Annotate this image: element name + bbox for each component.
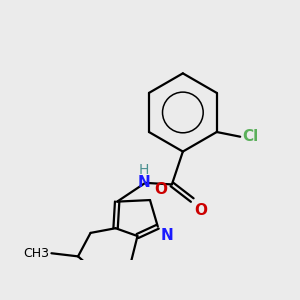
Text: O: O (154, 182, 167, 197)
Text: Cl: Cl (242, 129, 258, 144)
Text: CH3: CH3 (23, 247, 49, 260)
Text: O: O (194, 202, 207, 217)
Text: N: N (161, 228, 174, 243)
Text: N: N (137, 176, 150, 190)
Text: H: H (139, 163, 149, 177)
